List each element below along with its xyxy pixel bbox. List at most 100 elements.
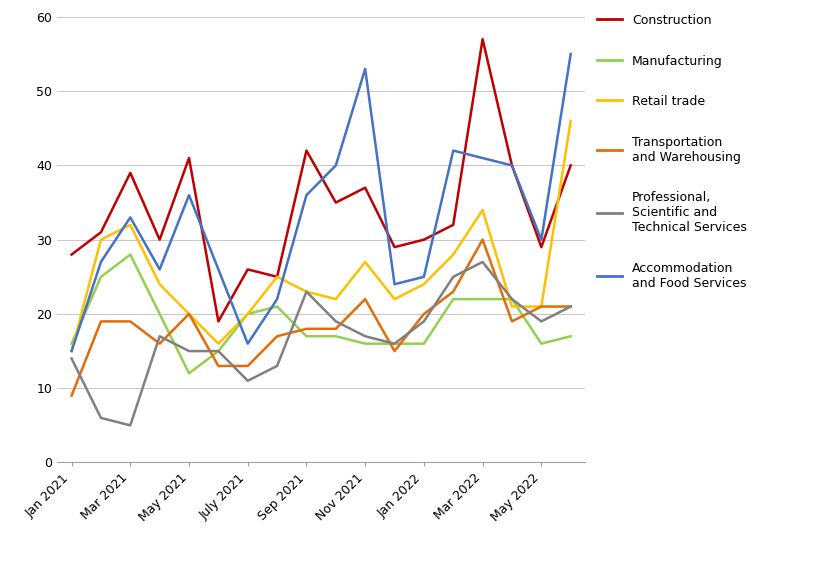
Manufacturing: [478, 296, 488, 302]
Manufacturing: [184, 370, 193, 377]
Construction: [302, 147, 311, 154]
Professional,
Scientific and
Technical Services: [478, 258, 488, 266]
Retail trade: [243, 311, 253, 318]
Retail trade: [360, 258, 370, 266]
Transportation
and Warehousing: [537, 303, 546, 310]
Manufacturing: [537, 340, 546, 347]
Transportation
and Warehousing: [67, 393, 76, 399]
Accommodation
and Food Services: [96, 258, 106, 266]
Manufacturing: [302, 333, 311, 340]
Manufacturing: [389, 340, 399, 347]
Transportation
and Warehousing: [184, 311, 193, 318]
Accommodation
and Food Services: [154, 266, 164, 273]
Construction: [243, 266, 253, 273]
Construction: [67, 251, 76, 258]
Professional,
Scientific and
Technical Services: [243, 377, 253, 384]
Retail trade: [478, 206, 488, 213]
Transportation
and Warehousing: [419, 311, 428, 318]
Construction: [96, 229, 106, 236]
Accommodation
and Food Services: [537, 236, 546, 243]
Professional,
Scientific and
Technical Services: [419, 318, 428, 325]
Construction: [125, 169, 135, 176]
Manufacturing: [449, 296, 459, 302]
Retail trade: [507, 303, 517, 310]
Retail trade: [96, 236, 106, 243]
Construction: [184, 155, 193, 161]
Professional,
Scientific and
Technical Services: [331, 318, 341, 325]
Line: Retail trade: Retail trade: [72, 121, 571, 351]
Transportation
and Warehousing: [389, 347, 399, 355]
Manufacturing: [566, 333, 576, 340]
Manufacturing: [360, 340, 370, 347]
Construction: [507, 162, 517, 169]
Professional,
Scientific and
Technical Services: [389, 340, 399, 347]
Accommodation
and Food Services: [214, 266, 224, 273]
Transportation
and Warehousing: [302, 325, 311, 332]
Accommodation
and Food Services: [125, 214, 135, 221]
Line: Transportation
and Warehousing: Transportation and Warehousing: [72, 240, 571, 396]
Accommodation
and Food Services: [331, 162, 341, 169]
Professional,
Scientific and
Technical Services: [67, 355, 76, 362]
Retail trade: [449, 251, 459, 258]
Accommodation
and Food Services: [184, 192, 193, 199]
Professional,
Scientific and
Technical Services: [302, 288, 311, 295]
Transportation
and Warehousing: [507, 318, 517, 325]
Accommodation
and Food Services: [478, 155, 488, 161]
Transportation
and Warehousing: [214, 363, 224, 369]
Accommodation
and Food Services: [507, 162, 517, 169]
Manufacturing: [507, 296, 517, 302]
Accommodation
and Food Services: [566, 51, 576, 58]
Retail trade: [214, 340, 224, 347]
Transportation
and Warehousing: [566, 303, 576, 310]
Transportation
and Warehousing: [331, 325, 341, 332]
Manufacturing: [419, 340, 428, 347]
Construction: [478, 36, 488, 43]
Line: Construction: Construction: [72, 39, 571, 321]
Professional,
Scientific and
Technical Services: [507, 296, 517, 302]
Manufacturing: [214, 347, 224, 355]
Accommodation
and Food Services: [389, 281, 399, 288]
Construction: [331, 199, 341, 206]
Professional,
Scientific and
Technical Services: [566, 303, 576, 310]
Professional,
Scientific and
Technical Services: [360, 333, 370, 340]
Retail trade: [537, 303, 546, 310]
Professional,
Scientific and
Technical Services: [449, 274, 459, 280]
Manufacturing: [243, 311, 253, 318]
Construction: [360, 184, 370, 191]
Accommodation
and Food Services: [302, 192, 311, 199]
Transportation
and Warehousing: [96, 318, 106, 325]
Construction: [214, 318, 224, 325]
Line: Accommodation
and Food Services: Accommodation and Food Services: [72, 54, 571, 351]
Construction: [537, 244, 546, 250]
Construction: [419, 236, 428, 243]
Transportation
and Warehousing: [125, 318, 135, 325]
Professional,
Scientific and
Technical Services: [184, 347, 193, 355]
Retail trade: [154, 281, 164, 288]
Manufacturing: [331, 333, 341, 340]
Accommodation
and Food Services: [243, 340, 253, 347]
Construction: [154, 236, 164, 243]
Accommodation
and Food Services: [67, 347, 76, 355]
Retail trade: [331, 296, 341, 302]
Construction: [566, 162, 576, 169]
Transportation
and Warehousing: [449, 288, 459, 295]
Transportation
and Warehousing: [272, 333, 282, 340]
Retail trade: [389, 296, 399, 302]
Professional,
Scientific and
Technical Services: [537, 318, 546, 325]
Professional,
Scientific and
Technical Services: [272, 363, 282, 369]
Legend: Construction, Manufacturing, Retail trade, Transportation
and Warehousing, Profe: Construction, Manufacturing, Retail trad…: [597, 14, 747, 290]
Manufacturing: [154, 311, 164, 318]
Retail trade: [272, 274, 282, 280]
Line: Professional,
Scientific and
Technical Services: Professional, Scientific and Technical S…: [72, 262, 571, 425]
Retail trade: [125, 222, 135, 228]
Manufacturing: [67, 340, 76, 347]
Transportation
and Warehousing: [154, 340, 164, 347]
Transportation
and Warehousing: [243, 363, 253, 369]
Accommodation
and Food Services: [272, 296, 282, 302]
Professional,
Scientific and
Technical Services: [96, 415, 106, 421]
Manufacturing: [125, 251, 135, 258]
Professional,
Scientific and
Technical Services: [154, 333, 164, 340]
Line: Manufacturing: Manufacturing: [72, 254, 571, 373]
Construction: [449, 222, 459, 228]
Accommodation
and Food Services: [360, 65, 370, 72]
